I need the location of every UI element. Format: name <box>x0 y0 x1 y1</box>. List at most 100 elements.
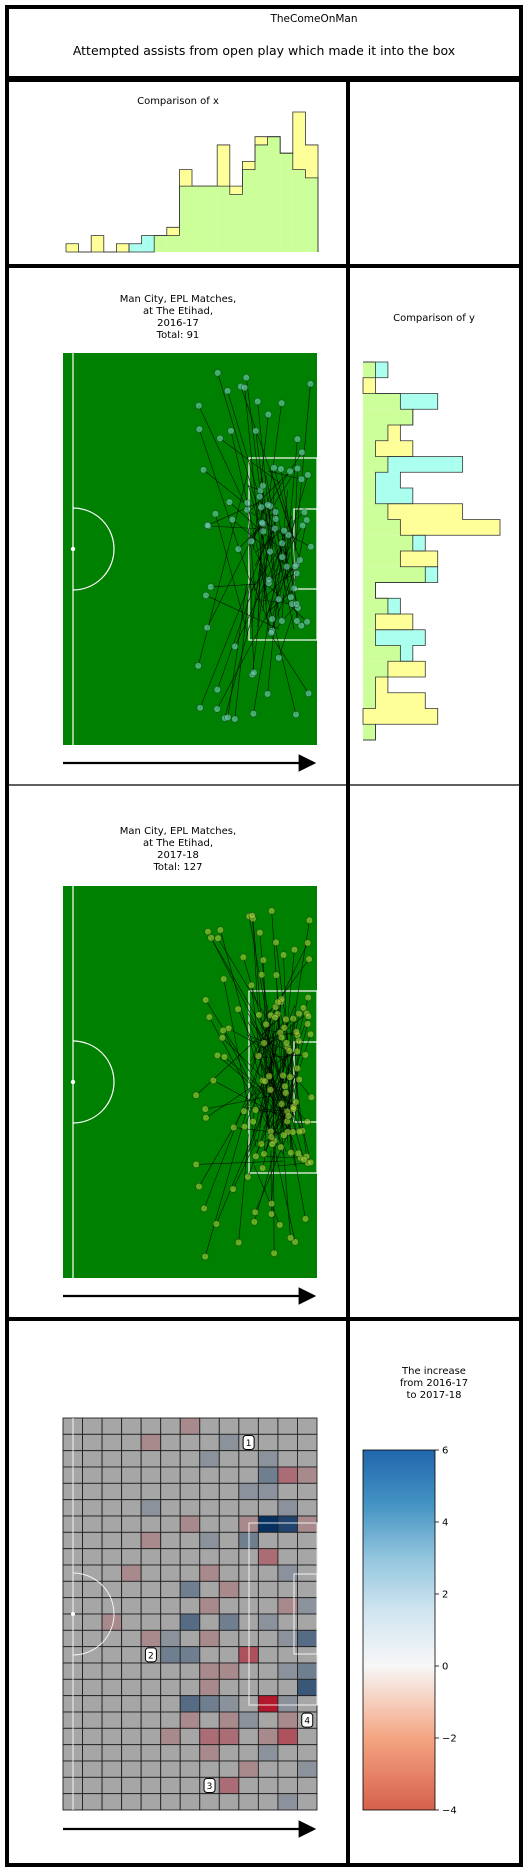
pitch-1-pass-origin-point <box>265 502 272 509</box>
heatmap-cell <box>239 1418 259 1434</box>
heatmap-cell <box>278 1663 298 1679</box>
pitch-2-pass-origin-point <box>268 1134 275 1141</box>
y-hist-bar-overlap <box>363 630 375 646</box>
pitch-1-pass-origin-point <box>281 527 288 534</box>
heatmap-cell <box>180 1598 200 1614</box>
heatmap-cell <box>258 1728 278 1744</box>
heatmap-cell <box>122 1761 142 1777</box>
y-hist-bar-overlap <box>363 488 375 504</box>
pitch-1-pass-origin-point <box>251 669 258 676</box>
heatmap-cell <box>239 1451 259 1467</box>
pitch-1-pass-origin-point <box>252 428 259 435</box>
heatmap-cell <box>83 1745 103 1761</box>
heatmap-cell <box>297 1663 317 1679</box>
heatmap-cell <box>102 1663 122 1679</box>
heatmap-cell <box>161 1418 181 1434</box>
heatmap-cell <box>200 1663 220 1679</box>
pitch-2-pass-origin-point <box>241 1123 248 1130</box>
y-hist-bar-extra <box>388 598 400 614</box>
pitch-2-pass-origin-point <box>272 1014 279 1021</box>
heatmap-cell <box>83 1728 103 1744</box>
pitch-2-pass-origin-point <box>257 929 264 936</box>
heatmap-cell <box>141 1565 161 1581</box>
pitch-2-pass-origin-point <box>286 1048 293 1055</box>
pitch-2-pass-origin-point <box>296 1076 303 1083</box>
pitch-2-pass-origin-point <box>277 1222 284 1229</box>
pitch-2-pass-origin-point <box>275 999 282 1006</box>
heatmap-cell <box>161 1565 181 1581</box>
pitch-1-pass-origin-point <box>292 563 299 570</box>
heatmap-cell <box>180 1647 200 1663</box>
heatmap-cell <box>200 1434 220 1450</box>
pitch-2-pass-origin-point <box>290 1015 297 1022</box>
x-hist-bar-overlap <box>242 170 255 252</box>
heatmap-cell <box>83 1679 103 1695</box>
heatmap-cell <box>180 1794 200 1810</box>
pitch-2-pass-origin-point <box>282 1083 289 1090</box>
heatmap-cell <box>102 1532 122 1548</box>
heatmap-cell <box>278 1598 298 1614</box>
heatmap-cell <box>122 1728 142 1744</box>
heatmap-cell <box>102 1418 122 1434</box>
heatmap-cell <box>83 1712 103 1728</box>
pitch-1-pass-origin-point <box>229 516 236 523</box>
heatmap-cell <box>278 1745 298 1761</box>
pitch-2-pass-origin-point <box>307 1031 314 1038</box>
heatmap-cell <box>200 1598 220 1614</box>
heatmap-cell <box>180 1483 200 1499</box>
y-hist-bar-extra <box>388 661 425 677</box>
heatmap-cell <box>161 1712 181 1728</box>
pitch-2-pass-origin-point <box>205 928 212 935</box>
heatmap-cell <box>200 1614 220 1630</box>
heatmap-cell <box>258 1451 278 1467</box>
x-hist-bar-extra <box>116 244 129 252</box>
heatmap-cell <box>297 1467 317 1483</box>
pitch-1-pass-origin-point <box>195 663 202 670</box>
x-hist-title: Comparison of x <box>137 96 219 107</box>
pitch-2-pass-origin-point <box>295 1038 302 1045</box>
heatmap-cell <box>278 1532 298 1548</box>
y-hist-bar-extra <box>375 472 400 488</box>
pitch-2-pass-origin-point <box>262 1078 269 1085</box>
heatmap-cell <box>141 1549 161 1565</box>
heatmap-cell <box>180 1418 200 1434</box>
heatmap-cell <box>161 1777 181 1793</box>
heatmap-cell <box>297 1777 317 1793</box>
colorbar-tick-label: −4 <box>442 1806 457 1817</box>
heatmap-cell <box>258 1745 278 1761</box>
heatmap-cell <box>102 1794 122 1810</box>
pitch-2-pass-origin-point <box>290 1106 297 1113</box>
x-hist-bar-overlap <box>192 186 205 252</box>
heatmap-cell <box>258 1581 278 1597</box>
x-hist-bar-extra <box>167 227 180 235</box>
pitch-2-pass-origin-point <box>260 957 267 964</box>
heatmap-cell <box>141 1794 161 1810</box>
pitch-2-pass-origin-point <box>230 1186 237 1193</box>
pitch-1-pass-origin-point <box>297 557 304 564</box>
heatmap-cell <box>141 1712 161 1728</box>
heatmap-cell <box>141 1777 161 1793</box>
y-hist-bar-overlap <box>363 394 400 410</box>
author-label: TheComeOnMan <box>269 13 357 25</box>
pitch-2-pass-origin-point <box>245 1174 252 1181</box>
heatmap-cell <box>102 1565 122 1581</box>
heatmap-cell <box>141 1614 161 1630</box>
heatmap-cell <box>141 1532 161 1548</box>
y-hist-bar-extra <box>363 709 438 725</box>
heatmap-cell <box>122 1712 142 1728</box>
heatmap-cell <box>83 1777 103 1793</box>
heatmap-cell <box>200 1565 220 1581</box>
heatmap-cell <box>297 1500 317 1516</box>
pitch-1-pass-origin-point <box>217 435 224 442</box>
heatmap-cell <box>122 1532 142 1548</box>
heatmap-cell <box>219 1761 239 1777</box>
y-hist-bar-extra <box>388 425 400 441</box>
x-hist-bar-extra <box>217 145 230 186</box>
pitch-2-pass-origin-point <box>235 1239 242 1246</box>
heatmap-annotation-label: 1 <box>246 1439 252 1449</box>
y-hist-bar-extra <box>388 457 463 473</box>
pitch-2-pass-origin-point <box>287 1074 294 1081</box>
pitch-1-pass-origin-point <box>272 525 279 532</box>
heatmap-cell <box>278 1679 298 1695</box>
